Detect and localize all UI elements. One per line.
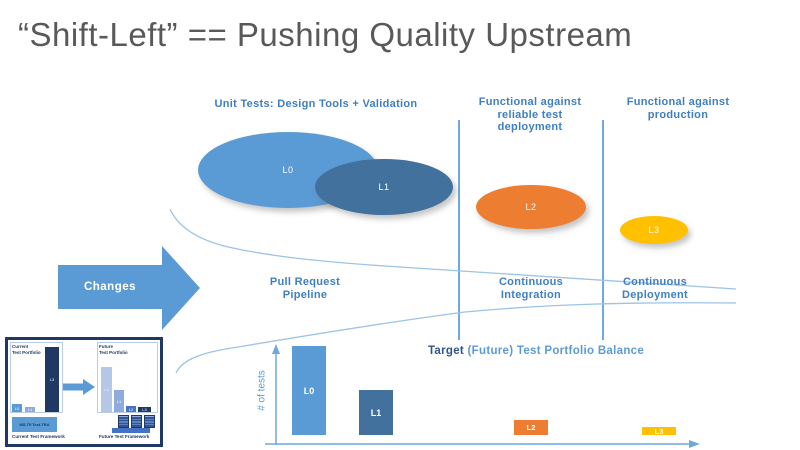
- chart-bar-l0: L0: [292, 346, 326, 435]
- inset-future-framework-box-3: [144, 415, 155, 428]
- stage-label-continuous-deployment: Continuous Deployment: [622, 276, 688, 301]
- bubble-l1: L1: [315, 159, 453, 215]
- chart-title-bold: Target: [427, 345, 465, 357]
- bubble-l3: L3: [620, 216, 688, 244]
- inset-future-bar-l0: L0: [101, 367, 112, 412]
- chart-bar-label: L1: [370, 407, 382, 418]
- bubble-l3-label: L3: [648, 225, 660, 235]
- stage-label-continuous-integration: Continuous Integration: [498, 276, 564, 301]
- column-header-unit-tests: Unit Tests: Design Tools + Validation: [214, 98, 418, 110]
- inset-test-portfolio-image: Current Test Portfolio L0 L1 L3 MS.TF.Te…: [5, 337, 163, 447]
- inset-future-bar-l1: L1: [114, 390, 124, 412]
- y-axis-arrowhead: [272, 344, 280, 354]
- chart-bar-l3: L3: [642, 426, 676, 436]
- chart-bar-l1: L1: [359, 390, 393, 435]
- inset-transition-arrow: [63, 379, 95, 395]
- chart-title: Target (Future) Test Portfolio Balance: [411, 345, 661, 357]
- inset-current-panel: Current Test Portfolio L0 L1 L3: [10, 342, 63, 413]
- bubble-l2: L2: [476, 185, 586, 229]
- bubble-l1-label: L1: [378, 182, 390, 192]
- x-axis-arrowhead: [689, 440, 700, 448]
- inset-future-caption: Future Test Framework: [99, 434, 150, 439]
- chart-title-rest: (Future) Test Portfolio Balance: [464, 345, 645, 357]
- inset-future-bar-l3: L3: [138, 407, 151, 412]
- inset-future-title: Future Test Portfolio: [99, 344, 128, 355]
- inset-current-bar-l1: L1: [25, 407, 35, 412]
- y-axis-label: # of tests: [256, 370, 268, 411]
- changes-arrow-label: Changes: [83, 281, 137, 293]
- stage-divider-line-1: [458, 120, 460, 340]
- chart-bar-label: L0: [303, 385, 315, 396]
- inset-future-bar-l2: L2: [126, 406, 136, 412]
- stage-divider-line-2: [602, 120, 604, 340]
- inset-current-title: Current Test Portfolio: [12, 344, 41, 355]
- chart-bar-label: L3: [654, 426, 664, 436]
- inset-future-framework-box-1: [118, 415, 129, 428]
- bubble-l2-label: L2: [525, 202, 537, 212]
- column-header-production: Functional against production: [626, 96, 730, 121]
- inset-current-bar-l0: L0: [12, 404, 22, 412]
- inset-current-caption: Current Test Framework: [12, 434, 65, 439]
- inset-current-bar-l3: L3: [45, 347, 59, 412]
- column-header-reliable-test: Functional against reliable test deploym…: [478, 96, 582, 133]
- inset-future-framework-box-2: [131, 415, 142, 428]
- inset-current-framework-box: MS.TF.Test.TRA: [12, 417, 57, 432]
- chart-bar-l2: L2: [514, 420, 548, 435]
- inset-future-framework-bar: [112, 428, 150, 433]
- inset-future-panel: Future Test Portfolio L0 L1 L2 L3: [97, 342, 158, 413]
- bubble-l0-label: L0: [282, 165, 294, 175]
- slide-title: “Shift-Left” == Pushing Quality Upstream: [18, 16, 633, 53]
- chart-bar-label: L2: [526, 423, 536, 432]
- stage-label-pull-request: Pull Request Pipeline: [269, 276, 341, 301]
